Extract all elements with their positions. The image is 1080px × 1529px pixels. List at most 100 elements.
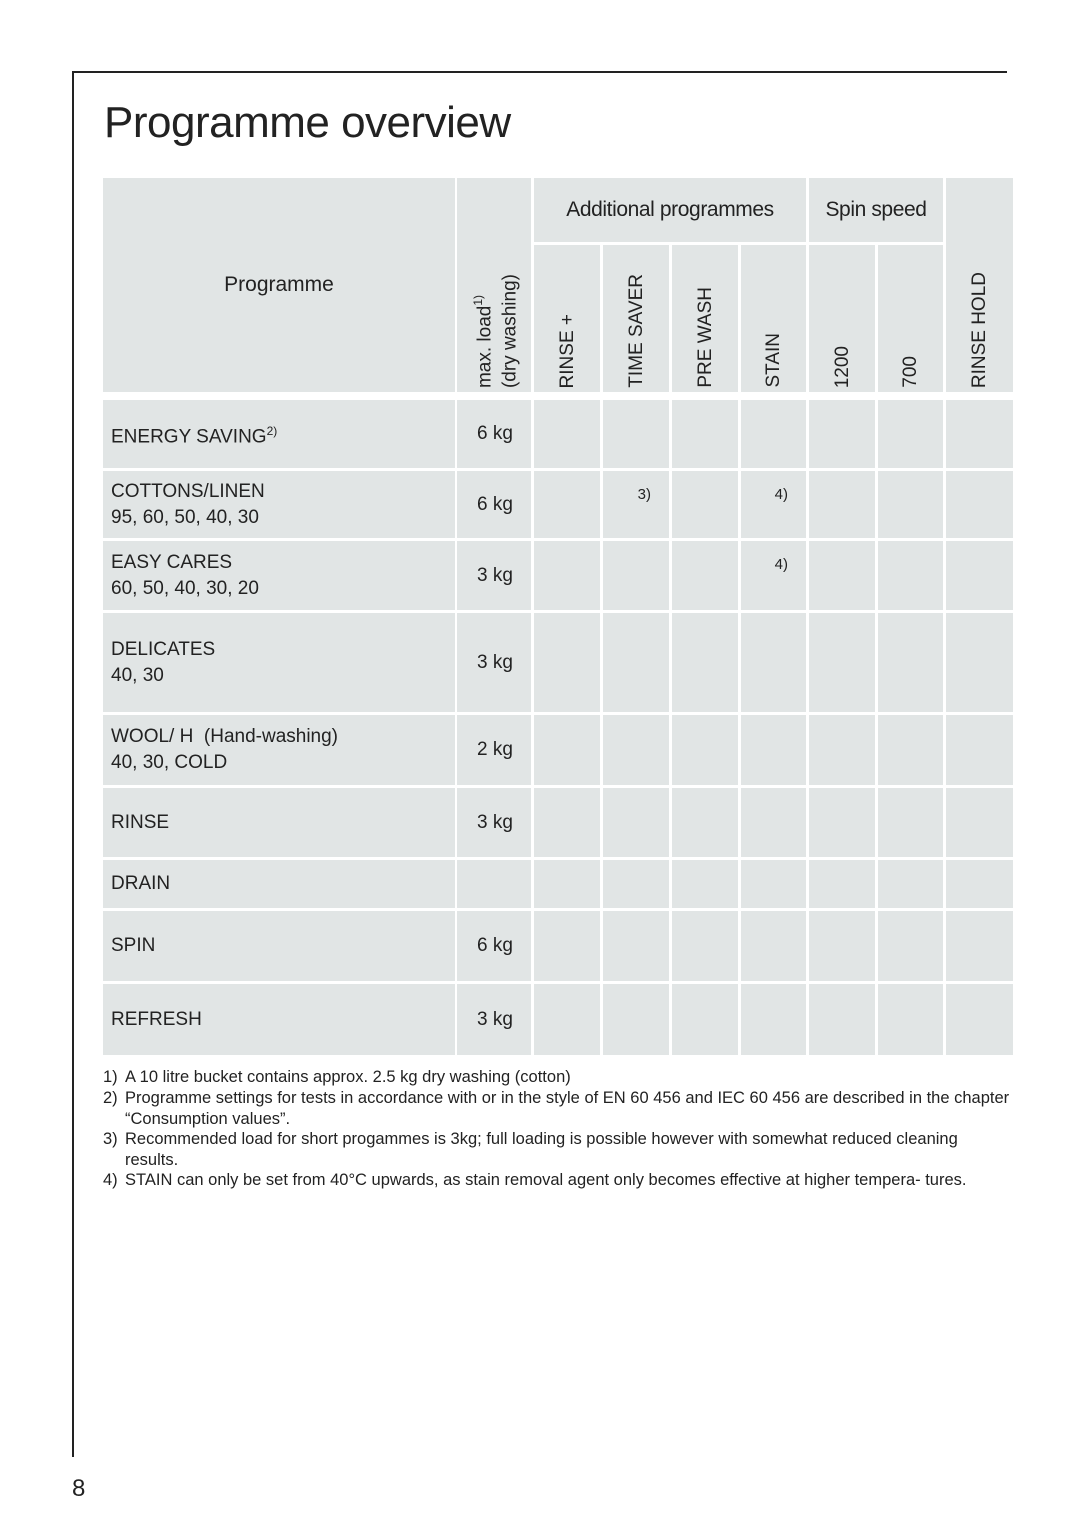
table-cell — [672, 541, 738, 610]
header-text: 1200 — [831, 345, 853, 388]
table-cell: RINSE — [103, 788, 455, 857]
table-cell — [672, 788, 738, 857]
programme-name: DRAIN — [111, 871, 455, 897]
header-cell: STAIN — [741, 245, 806, 392]
table-cell — [946, 400, 1013, 468]
table-cell — [878, 788, 943, 857]
header-text: max. load1) (dry washing) — [466, 274, 522, 388]
table-cell — [878, 860, 943, 908]
table-cell — [809, 860, 875, 908]
table-cell: 4) — [741, 471, 806, 538]
table-cell — [534, 613, 600, 712]
table-cell — [603, 541, 669, 610]
table-cell: 6 kg — [457, 400, 531, 468]
table-cell — [878, 984, 943, 1055]
programme-name: COTTONS/LINEN — [111, 479, 455, 505]
header-text: 700 — [900, 356, 921, 388]
table-cell: 3) — [603, 471, 669, 538]
table-cell: DELICATES 40, 30 — [103, 613, 455, 712]
table-cell: 6 kg — [457, 911, 531, 981]
footnote-number: 3) — [103, 1130, 118, 1148]
table-cell — [534, 911, 600, 981]
programme-name: EASY CARES — [111, 551, 233, 573]
table-cell — [534, 400, 600, 468]
footnote: 3) Recommended load for short progammes i… — [103, 1129, 1013, 1170]
footnote: 4) STAIN can only be set from 40°C upward… — [103, 1170, 1013, 1191]
table-cell — [534, 984, 600, 1055]
table-cell — [878, 715, 943, 785]
table-cell: 3 kg — [457, 788, 531, 857]
footnote-number: 1) — [103, 1068, 118, 1086]
max-load: 6 kg — [477, 493, 513, 515]
max-load: 3 kg — [477, 1008, 513, 1030]
table-cell — [946, 541, 1013, 610]
table-cell — [878, 911, 943, 981]
page-number: 8 — [72, 1475, 86, 1502]
header-text: TIME SAVER — [625, 274, 647, 388]
table-cell — [878, 400, 943, 468]
table-cell — [741, 984, 806, 1055]
table-cell: DRAIN — [103, 860, 455, 908]
table-cell — [741, 613, 806, 712]
footnote-ref: 1) — [470, 294, 485, 306]
table-cell — [603, 613, 669, 712]
footnote: 1) A 10 litre bucket contains approx. 2.5… — [103, 1067, 1013, 1088]
table-cell — [809, 788, 875, 857]
header-cell: RINSE + — [534, 245, 600, 392]
left-rule — [72, 71, 74, 1457]
table-cell — [809, 471, 875, 538]
header-cell: Additional programmes — [534, 178, 806, 242]
programme-temps: 95, 60, 50, 40, 30 — [111, 506, 259, 528]
header-text: Additional programmes — [566, 198, 774, 221]
top-rule — [73, 71, 1007, 73]
table-cell — [946, 788, 1013, 857]
title: Programme overview — [104, 98, 511, 147]
header-text: (dry washing) — [499, 273, 521, 388]
header-text: max. load — [474, 305, 496, 388]
programme-name: WOOL/ H (Hand-washing) — [111, 724, 455, 750]
table-cell — [741, 715, 806, 785]
table-cell — [672, 471, 738, 538]
table-cell: EASY CARES 60, 50, 40, 30, 20 — [103, 541, 455, 610]
table-cell — [672, 715, 738, 785]
table-cell: 3 kg — [457, 541, 531, 610]
table-cell — [809, 984, 875, 1055]
table-cell — [534, 788, 600, 857]
programme-temps: 60, 50, 40, 30, 20 — [111, 577, 259, 599]
table-cell — [741, 860, 806, 908]
table-cell: 3 kg — [457, 984, 531, 1055]
footnote-ref: 2) — [266, 423, 278, 438]
programme-name: ENERGY SAVING2) — [111, 418, 455, 450]
table-cell — [672, 613, 738, 712]
table-cell — [603, 911, 669, 981]
max-load: 3 kg — [477, 564, 513, 586]
programme-temps: 40, 30, COLD — [111, 752, 228, 773]
header-cell: max. load1) (dry washing) — [457, 178, 531, 392]
footnote: 2) Programme settings for tests in accord… — [103, 1088, 1013, 1129]
table-cell: 2 kg — [457, 715, 531, 785]
max-load: 3 kg — [477, 811, 513, 833]
table-cell: REFRESH — [103, 984, 455, 1055]
footnote-text: STAIN can only be set from 40°C upwards,… — [125, 1171, 967, 1189]
table-cell — [946, 471, 1013, 538]
header-cell: 700 — [878, 245, 943, 392]
table-cell — [809, 911, 875, 981]
table-cell — [603, 860, 669, 908]
table-cell: 3 kg — [457, 613, 531, 712]
table-cell: WOOL/ H (Hand-washing) 40, 30, COLD — [103, 715, 455, 785]
table-cell — [672, 911, 738, 981]
footnote-number: 2) — [103, 1089, 118, 1107]
programme-name: RINSE — [111, 810, 455, 836]
programme-name: DELICATES — [111, 637, 455, 663]
programme-name: COTTONS/LINEN — [111, 480, 265, 502]
table-cell: 6 kg — [457, 471, 531, 538]
header-text: RINSE HOLD — [969, 271, 990, 388]
max-load: 6 kg — [477, 423, 513, 444]
programme-name: RINSE — [111, 811, 170, 833]
table-cell — [946, 860, 1013, 908]
header-text: PRE WASH — [694, 287, 716, 388]
header-cell: PRE WASH — [672, 245, 738, 392]
header-text: Spin speed — [825, 198, 927, 221]
programme-name: EASY CARES — [111, 550, 455, 576]
